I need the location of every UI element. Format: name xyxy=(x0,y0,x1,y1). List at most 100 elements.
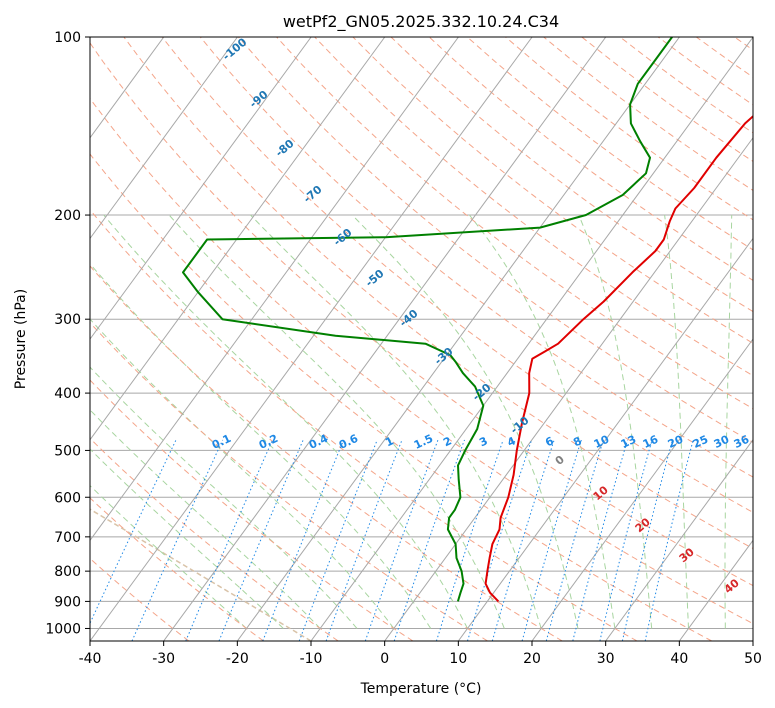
y-tick-label: 900 xyxy=(54,594,81,610)
mixing-ratio-line xyxy=(364,439,439,641)
moist-adiabat-line xyxy=(578,214,653,629)
x-tick-label: -40 xyxy=(79,651,102,667)
mixing-ratio-label: 0.1 xyxy=(210,432,233,452)
mixing-ratio-line xyxy=(435,439,504,641)
mixing-ratio-label: 20 xyxy=(666,433,686,451)
dry-adiabat-line xyxy=(161,37,753,513)
x-tick-label: 30 xyxy=(597,651,615,667)
mixing-ratio-label: 0.2 xyxy=(257,432,280,452)
isotherm-line xyxy=(90,37,238,240)
mixing-ratio-line xyxy=(131,439,224,641)
dry-adiabat-line xyxy=(276,37,753,410)
y-tick-label: 800 xyxy=(54,564,81,580)
isotherm-line xyxy=(605,438,753,641)
mixing-ratio-line xyxy=(599,439,653,641)
mixing-ratio-line xyxy=(545,439,604,641)
profile-series xyxy=(182,37,753,603)
x-tick-label: -10 xyxy=(300,651,323,667)
x-tick-label: 10 xyxy=(449,651,467,667)
dry-adiabat-label: 10 xyxy=(591,483,611,503)
moist-adiabat-line xyxy=(103,214,468,629)
y-axis-ticks: 100 200 300 400 500 600 700 800 900 1000 xyxy=(45,30,90,637)
dry-adiabat-label: -90 xyxy=(247,88,271,111)
x-axis-ticks: -40 -30 -20 -10 0 10 20 30 40 50 xyxy=(79,641,762,667)
moist-adiabat-line xyxy=(90,263,432,629)
moist-adiabats xyxy=(90,214,733,629)
x-axis-label: Temperature (°C) xyxy=(360,681,482,697)
mixing-ratio-label: 2 xyxy=(441,434,453,449)
y-tick-label: 600 xyxy=(54,490,81,506)
y-tick-label: 500 xyxy=(54,443,81,459)
moist-adiabat-line xyxy=(90,484,247,629)
isotherm-line xyxy=(384,136,753,641)
dry-adiabat-line xyxy=(428,37,753,281)
moist-adiabat-line xyxy=(664,214,689,629)
moist-adiabat-line xyxy=(90,409,321,629)
dry-adiabat-line xyxy=(90,497,264,641)
mixing-ratio-label: 1 xyxy=(383,434,395,449)
isotherm-line xyxy=(90,37,533,641)
dry-adiabat-line xyxy=(90,321,488,641)
lcl-curve xyxy=(90,508,312,641)
mixing-ratio-label: 13 xyxy=(619,433,638,451)
mixing-ratio-label: 0.6 xyxy=(337,432,360,452)
dry-adiabats xyxy=(90,37,753,641)
y-tick-label: 200 xyxy=(54,208,81,224)
x-tick-label: 50 xyxy=(744,651,762,667)
mixing-ratio-line xyxy=(90,439,177,625)
moist-adiabat-line xyxy=(351,214,579,629)
lcl-curves xyxy=(90,508,312,641)
dry-adiabat-line xyxy=(238,37,753,444)
isotherm-line xyxy=(90,37,312,340)
dry-adiabat-line xyxy=(466,37,753,251)
dry-adiabat-label: 0 xyxy=(553,453,567,468)
dry-adiabat-line xyxy=(505,37,753,221)
x-tick-label: -30 xyxy=(152,651,175,667)
isotherm-line xyxy=(90,37,459,542)
dry-adiabat-line xyxy=(619,37,753,134)
isotherm-line xyxy=(531,338,753,641)
dry-adiabat-label: -100 xyxy=(220,35,250,63)
mixing-ratio-label: 3 xyxy=(477,434,489,449)
mixing-ratio-label: 10 xyxy=(592,433,612,451)
plot-frame xyxy=(89,36,754,642)
y-tick-label: 700 xyxy=(54,530,81,546)
dry-adiabat-line xyxy=(90,437,339,641)
mixing-ratio-line xyxy=(325,439,403,641)
mixing-ratio-line xyxy=(644,439,694,641)
dry-adiabat-label: -40 xyxy=(397,307,421,330)
mixing-ratio-line xyxy=(521,439,582,641)
moist-adiabat-line xyxy=(724,214,733,629)
dry-adiabat-label: -60 xyxy=(331,226,355,249)
dry-adiabat-line xyxy=(696,37,753,78)
isotherms xyxy=(90,37,753,641)
mixing-ratio-line xyxy=(467,439,533,641)
mixing-ratio-label: 30 xyxy=(712,433,732,451)
mixing-ratio-label: 8 xyxy=(571,434,583,449)
moist-adiabat-line xyxy=(90,448,284,629)
dry-adiabat-line xyxy=(123,37,753,550)
mixing-ratio-label: 1.5 xyxy=(412,432,435,452)
dewpoint-profile-line xyxy=(182,37,673,602)
moist-adiabat-line xyxy=(250,214,542,629)
dry-adiabat-line xyxy=(90,42,753,587)
dry-adiabat-line xyxy=(314,37,753,377)
mixing-ratio-label: 25 xyxy=(691,433,710,451)
dry-adiabat-line xyxy=(90,209,638,641)
dry-adiabat-line xyxy=(390,37,753,313)
dry-adiabat-label: -50 xyxy=(363,267,387,290)
y-tick-label: 300 xyxy=(54,312,81,328)
mixing-ratio-label: 0.4 xyxy=(307,432,330,452)
mixing-ratio-line xyxy=(621,439,673,641)
x-tick-label: -20 xyxy=(226,651,249,667)
mixing-ratio-label: 16 xyxy=(641,433,661,451)
isotherm-line xyxy=(457,237,753,641)
dry-adiabat-line xyxy=(90,153,712,641)
plot-area: -100-90-80-70-60-50-40-30-20-10010203040… xyxy=(90,35,753,641)
mixing-ratio-line xyxy=(572,439,628,641)
pressure-gridlines xyxy=(90,37,753,629)
mixing-ratio-label: 36 xyxy=(732,433,752,451)
temperature-profile-line xyxy=(484,114,753,603)
